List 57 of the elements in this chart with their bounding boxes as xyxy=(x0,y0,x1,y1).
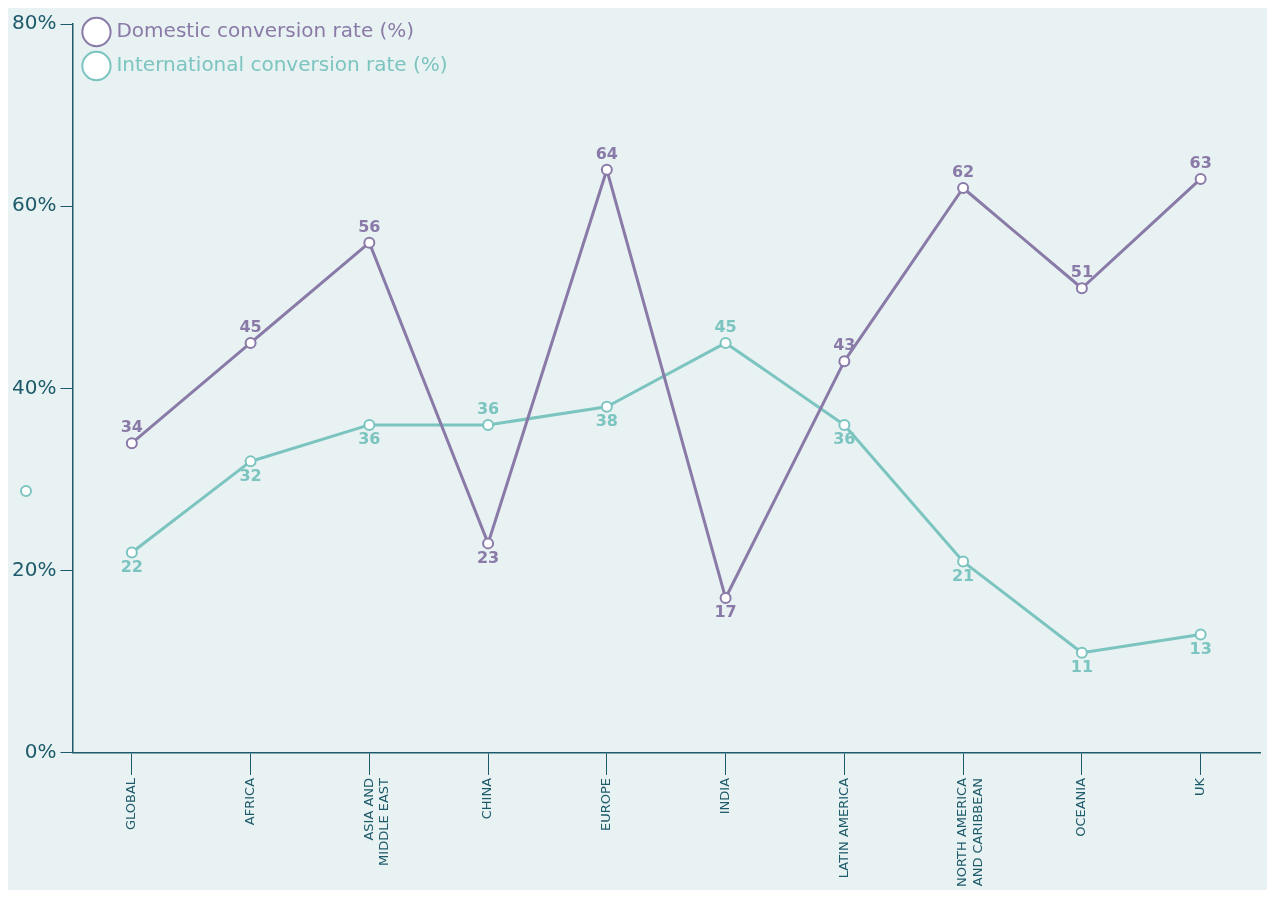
point xyxy=(1194,628,1207,641)
data-label: 36 xyxy=(833,429,856,449)
point xyxy=(1075,282,1088,295)
data-label: 38 xyxy=(595,410,618,430)
point xyxy=(600,400,613,413)
data-label: 64 xyxy=(595,143,618,163)
x-tick-label: EUROPE xyxy=(598,777,614,832)
x-tick-label: OCEANIA xyxy=(1073,777,1089,837)
point xyxy=(1075,646,1088,659)
point xyxy=(363,418,376,431)
data-label: 62 xyxy=(951,162,975,182)
point xyxy=(600,163,613,176)
point xyxy=(838,418,851,431)
y-tick-label: 20% xyxy=(12,556,57,581)
point xyxy=(838,355,851,368)
data-label: 36 xyxy=(476,399,500,419)
point xyxy=(482,418,495,431)
data-label: 11 xyxy=(1070,656,1093,676)
x-tick-label: UK xyxy=(1192,777,1207,796)
data-label: 36 xyxy=(358,429,381,449)
data-label: 22 xyxy=(120,556,143,576)
point xyxy=(363,236,376,249)
y-tick-label: 0% xyxy=(24,739,57,764)
data-label: 34 xyxy=(120,417,143,437)
point xyxy=(719,336,732,349)
point xyxy=(244,336,257,349)
x-tick-label: ASIA AND MIDDLE EAST xyxy=(360,777,392,866)
data-label: 56 xyxy=(358,216,381,236)
data-label: 45 xyxy=(714,317,737,337)
data-label: 23 xyxy=(476,547,500,567)
data-label: 51 xyxy=(1070,262,1093,282)
point xyxy=(957,555,970,568)
data-label: 13 xyxy=(1189,638,1212,658)
point xyxy=(1194,172,1207,185)
x-tick-label: INDIA xyxy=(716,777,732,815)
y-tick-label: 40% xyxy=(12,374,57,399)
y-tick-label: 80% xyxy=(12,10,57,35)
point xyxy=(125,546,138,559)
point xyxy=(719,592,732,605)
legend-label: International conversion rate (%) xyxy=(116,52,448,77)
data-label: 32 xyxy=(239,465,262,485)
point xyxy=(125,437,138,450)
data-label: 17 xyxy=(714,602,737,622)
data-label: 45 xyxy=(239,317,262,337)
point xyxy=(957,182,970,195)
point xyxy=(244,455,257,468)
data-label: 43 xyxy=(833,335,856,355)
y-tick-label: 60% xyxy=(12,192,57,217)
x-tick-label: AFRICA xyxy=(241,777,257,826)
data-label: 63 xyxy=(1189,153,1212,173)
x-tick-label: CHINA xyxy=(479,777,495,820)
data-label: 21 xyxy=(951,565,975,585)
x-tick-label: LATIN AMERICA xyxy=(835,777,851,879)
x-tick-label: GLOBAL xyxy=(123,777,139,831)
point xyxy=(482,537,495,550)
legend-label: Domestic conversion rate (%) xyxy=(116,18,415,43)
x-tick-label: NORTH AMERICA AND CARIBBEAN xyxy=(954,777,986,888)
